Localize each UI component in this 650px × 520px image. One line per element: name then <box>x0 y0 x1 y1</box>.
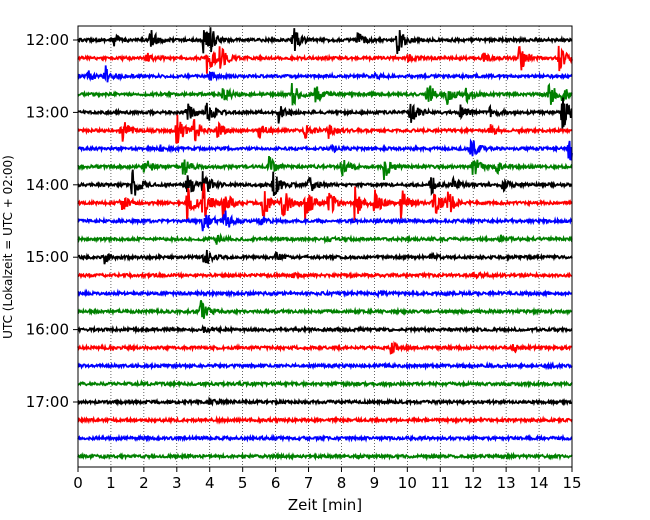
y-axis-label: UTC (Lokalzeit = UTC + 02:00) <box>1 155 15 339</box>
x-tick-label-6: 6 <box>271 474 281 492</box>
trace-row-21 <box>77 415 573 425</box>
trace-row-9 <box>77 183 573 222</box>
x-tick-label-15: 15 <box>562 474 581 492</box>
x-tick-label-3: 3 <box>172 474 182 492</box>
x-tick-label-9: 9 <box>370 474 380 492</box>
trace-row-18 <box>77 361 573 371</box>
trace-row-17 <box>77 340 573 355</box>
x-tick-label-2: 2 <box>139 474 149 492</box>
x-tick-label-1: 1 <box>106 474 116 492</box>
y-tick-label-5: 17:00 <box>26 393 69 411</box>
x-tick-label-11: 11 <box>431 474 450 492</box>
y-tick-label-4: 16:00 <box>26 321 69 339</box>
trace-row-2 <box>77 65 573 83</box>
y-tick-label-0: 12:00 <box>26 31 69 49</box>
y-tick-label-2: 14:00 <box>26 176 69 194</box>
trace-row-11 <box>77 232 573 245</box>
seismic-traces <box>77 27 573 462</box>
trace-row-14 <box>77 288 573 299</box>
trace-row-8 <box>77 169 573 199</box>
trace-row-10 <box>77 210 573 232</box>
y-tick-label-3: 15:00 <box>26 248 69 266</box>
trace-row-22 <box>77 433 573 443</box>
x-tick-label-4: 4 <box>205 474 215 492</box>
x-axis-label: Zeit [min] <box>288 496 362 514</box>
trace-row-0 <box>77 27 573 54</box>
x-tick-label-8: 8 <box>337 474 347 492</box>
x-tick-label-10: 10 <box>398 474 417 492</box>
trace-row-4 <box>77 97 573 131</box>
x-tick-label-5: 5 <box>238 474 248 492</box>
trace-row-15 <box>77 300 573 319</box>
trace-row-13 <box>77 270 573 281</box>
x-tick-label-14: 14 <box>530 474 549 492</box>
trace-row-1 <box>77 45 573 74</box>
trace-row-16 <box>77 324 573 335</box>
x-tick-label-13: 13 <box>497 474 516 492</box>
trace-row-20 <box>77 396 573 407</box>
y-tick-label-1: 13:00 <box>26 103 69 121</box>
x-tick-label-0: 0 <box>73 474 83 492</box>
trace-row-5 <box>77 114 573 144</box>
y-axis-ticks: 12:00 13:00 14:00 15:00 16:00 17:00 <box>26 31 78 411</box>
x-tick-label-12: 12 <box>464 474 483 492</box>
trace-row-3 <box>77 82 573 106</box>
trace-row-19 <box>77 378 573 389</box>
x-tick-label-7: 7 <box>304 474 314 492</box>
trace-row-6 <box>77 138 573 161</box>
x-axis-ticks: 0 1 2 3 4 5 6 7 8 9 10 11 12 13 14 15 <box>73 467 582 492</box>
trace-row-12 <box>77 249 573 265</box>
trace-row-7 <box>77 155 573 181</box>
plot-frame <box>77 25 573 468</box>
trace-row-23 <box>77 451 573 462</box>
